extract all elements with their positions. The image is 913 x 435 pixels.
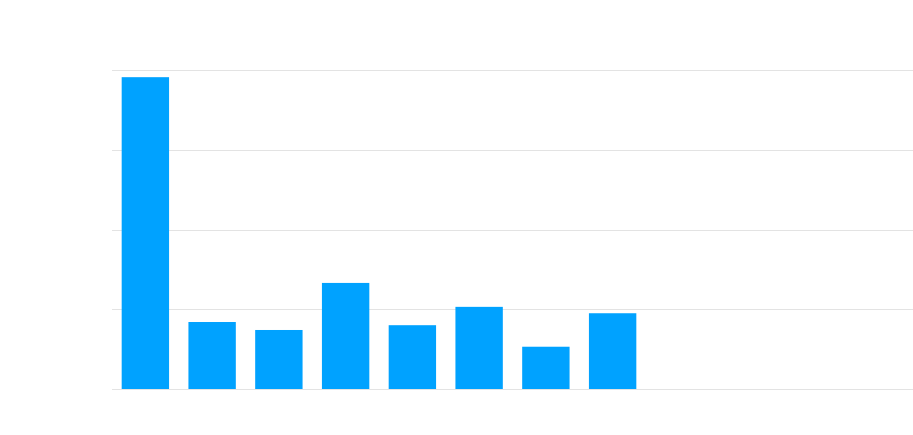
bar <box>588 313 637 389</box>
bar <box>121 77 170 390</box>
bar <box>321 282 370 389</box>
bar <box>388 325 437 389</box>
bar <box>188 322 236 389</box>
bar <box>255 329 303 389</box>
bar <box>522 346 570 389</box>
bar <box>455 306 503 389</box>
